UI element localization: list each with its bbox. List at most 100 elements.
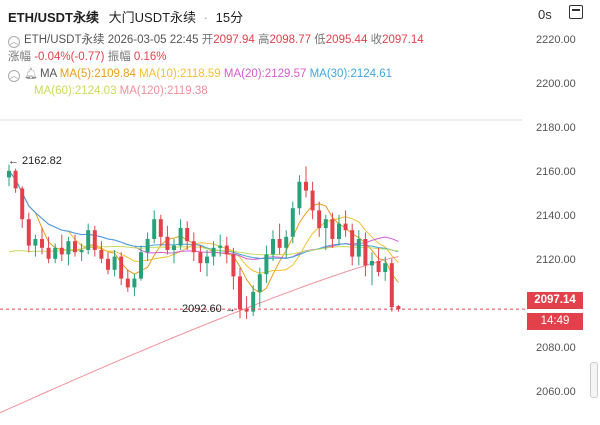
candle-body <box>145 239 150 253</box>
open-value: 2097.94 <box>213 34 255 46</box>
candle <box>59 234 64 261</box>
candle-body <box>13 170 18 189</box>
bell-icon[interactable]: 🔔︎ <box>24 68 38 80</box>
change-row: 涨幅 -0.04%(-0.77) 振幅 0.16% <box>8 48 167 64</box>
candle <box>66 236 71 266</box>
candle <box>198 245 203 272</box>
candle <box>132 274 137 297</box>
candle-body <box>284 236 289 248</box>
ma-lines <box>0 170 399 414</box>
candle-body <box>218 245 223 248</box>
candle-body <box>92 230 97 250</box>
candle <box>323 214 328 250</box>
candle <box>396 305 401 312</box>
maximize-icon[interactable] <box>569 5 583 19</box>
y-tick-label: 2180.00 <box>536 122 576 134</box>
candle-body <box>238 276 242 310</box>
candle <box>106 252 110 275</box>
chevron-up-icon[interactable]: ︿ <box>8 36 20 48</box>
symbol-title[interactable]: ETH/USDT永续 大门USDT永续 · 15分 <box>8 7 243 26</box>
close-value: 2097.14 <box>382 34 424 46</box>
candle <box>46 236 51 264</box>
candle <box>337 214 341 246</box>
candle <box>139 245 143 281</box>
candle <box>119 252 124 286</box>
interval-label[interactable]: 15分 <box>215 10 244 25</box>
candle-body <box>211 247 216 257</box>
candle <box>165 225 170 255</box>
candle-body <box>119 256 124 279</box>
candle-body <box>158 219 163 237</box>
exchange-name: 大门USDT永续 <box>108 10 197 25</box>
candle-body <box>46 247 51 259</box>
candle <box>330 212 335 248</box>
candle <box>264 245 269 283</box>
candle <box>257 267 262 308</box>
candle <box>363 232 368 277</box>
candle <box>7 164 11 187</box>
candle-body <box>330 219 335 239</box>
candle <box>277 223 282 255</box>
countdown-tag: 14:49 <box>527 313 583 330</box>
candle-body <box>224 245 229 255</box>
candle-body <box>165 236 170 250</box>
candle-body <box>191 241 196 253</box>
candle <box>53 243 58 264</box>
last-price-tag: 2097.14 <box>527 292 583 309</box>
candle <box>244 296 249 320</box>
candle <box>231 247 236 290</box>
candle-body <box>350 230 355 257</box>
candle <box>211 241 216 266</box>
low-annotation: 2092.60 → <box>182 303 236 315</box>
chevron-up-icon[interactable]: ︿ <box>8 70 20 82</box>
candle <box>271 230 275 261</box>
symbol-name: ETH/USDT永续 <box>8 10 100 25</box>
candle-body <box>376 261 381 272</box>
candle-body <box>271 239 275 255</box>
y-tick-label: 2120.00 <box>536 254 576 266</box>
candle-body <box>125 278 130 288</box>
ma30-legend: MA(30):2124.61 <box>309 68 393 80</box>
candle-body <box>26 219 31 246</box>
y-tick-label: 2220.00 <box>536 34 576 46</box>
candle-body <box>337 223 341 239</box>
ohlc-time: 2026-03-05 22:45 <box>107 34 199 46</box>
candle <box>205 250 209 277</box>
candle-body <box>277 239 282 248</box>
ma-label[interactable]: MA <box>39 68 57 80</box>
chart-header: ETH/USDT永续 大门USDT永续 · 15分 0s <box>0 0 600 28</box>
ma-line <box>8 170 399 260</box>
candle <box>79 243 84 261</box>
high-label: 高 <box>258 34 270 46</box>
candle-body <box>343 223 348 231</box>
amplitude-label: 振幅 <box>107 51 131 63</box>
candle-body <box>139 252 143 279</box>
change-value: -0.04%(-0.77) <box>34 51 105 63</box>
y-tick-label: 2200.00 <box>536 78 576 90</box>
candle-body <box>99 250 104 259</box>
candle <box>356 230 361 266</box>
candle <box>284 230 289 259</box>
amplitude-value: 0.16% <box>133 51 167 63</box>
candle <box>383 256 388 281</box>
candle-body <box>257 274 262 292</box>
candle <box>99 241 104 264</box>
candle <box>317 201 322 237</box>
candle-body <box>290 208 295 237</box>
candle-body <box>73 241 77 253</box>
candle <box>343 210 348 237</box>
close-label: 收 <box>370 34 383 46</box>
candle-body <box>244 309 249 312</box>
scroll-handle[interactable] <box>590 362 598 398</box>
ma5-legend: MA(5):2109.84 <box>59 68 136 80</box>
candle <box>350 223 355 266</box>
candle-body <box>383 263 388 272</box>
candle <box>92 225 97 257</box>
ma120-legend: MA(120):2119.38 <box>119 85 208 97</box>
candle <box>158 214 163 246</box>
candle <box>13 168 18 193</box>
candle-body <box>7 170 11 178</box>
candle <box>33 234 38 257</box>
candle <box>218 234 223 257</box>
